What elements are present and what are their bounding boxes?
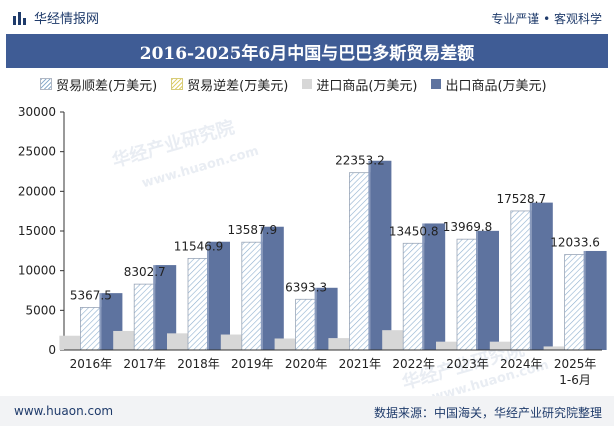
- data-label: 6393.3: [285, 280, 327, 294]
- bar-import[interactable]: [543, 346, 565, 350]
- top-bar: 华经情报网 专业严谨 • 客观科学: [0, 0, 614, 34]
- bar-export-edge: [368, 160, 371, 350]
- x-tick-label: 2018年: [177, 357, 220, 371]
- surplus-swatch-icon: [40, 78, 52, 90]
- bar-export[interactable]: [155, 265, 177, 350]
- y-tick-label: 25000: [18, 145, 56, 159]
- bar-chart-logo-icon: [13, 11, 26, 25]
- bar-export-edge: [207, 241, 209, 350]
- y-tick-label: 10000: [18, 264, 56, 278]
- data-label: 13587.9: [227, 223, 277, 237]
- y-tick-label: 30000: [18, 105, 56, 119]
- bar-import[interactable]: [167, 333, 188, 350]
- bar-import[interactable]: [220, 334, 242, 350]
- bar-export[interactable]: [262, 226, 284, 350]
- chart-area: 0 5000 10000 15000 20000 25000 30000 5367.5 830…: [0, 96, 614, 392]
- x-tick-label: 2023年: [446, 357, 489, 371]
- bar-surplus[interactable]: [510, 210, 533, 351]
- y-tick-label: 15000: [18, 224, 56, 238]
- data-label: 8302.7: [124, 265, 166, 279]
- legend-item-deficit[interactable]: 贸易逆差(万美元): [171, 74, 288, 94]
- footer: www.huaon.com 数据来源：中国海关，华经产业研究院整理: [0, 396, 614, 426]
- x-tick-label: 2017年: [123, 357, 166, 371]
- bar-import[interactable]: [113, 330, 135, 350]
- bar-export[interactable]: [209, 241, 230, 350]
- data-label: 13450.8: [389, 224, 439, 238]
- legend-item-import[interactable]: 进口商品(万美元): [302, 74, 417, 94]
- bar-export-edge: [260, 226, 263, 350]
- bar-surplus[interactable]: [402, 242, 425, 351]
- bar-export-edge: [476, 230, 478, 350]
- x-tick-label: 2021年: [339, 357, 382, 371]
- x-tick-label: 2024年: [500, 357, 543, 371]
- legend-item-surplus[interactable]: 贸易顺差(万美元): [40, 74, 157, 94]
- footer-website[interactable]: www.huaon.com: [14, 404, 114, 418]
- bar-surplus[interactable]: [133, 283, 156, 351]
- footer-source: 数据来源：中国海关，华经产业研究院整理: [373, 406, 602, 420]
- data-label: 12033.6: [550, 236, 600, 250]
- bar-export-edge: [153, 265, 156, 350]
- legend-label-import: 进口商品(万美元): [316, 78, 418, 94]
- bar-surplus[interactable]: [187, 257, 210, 351]
- bar-surplus[interactable]: [564, 254, 586, 351]
- bar-surplus[interactable]: [348, 172, 371, 351]
- x-tick-label: 2025年: [554, 357, 597, 371]
- import-swatch-icon: [302, 79, 313, 89]
- bar-surplus[interactable]: [241, 241, 264, 351]
- data-label: 11546.9: [174, 239, 224, 253]
- legend: 贸易顺差(万美元) 贸易逆差(万美元) 进口商品(万美元) 出口商品(万美元): [40, 74, 610, 94]
- bar-surplus[interactable]: [295, 298, 318, 351]
- legend-label-export: 出口商品(万美元): [445, 78, 547, 94]
- tagline: 专业严谨 • 客观科学: [491, 12, 602, 26]
- bar-export[interactable]: [316, 287, 338, 350]
- bar-export-edge: [422, 223, 425, 350]
- x-tick-label: 1-6月: [559, 373, 591, 387]
- data-label: 13969.8: [443, 220, 493, 234]
- y-tick-label: 20000: [18, 184, 56, 198]
- data-label: 22353.2: [335, 154, 385, 168]
- legend-label-surplus: 贸易顺差(万美元): [56, 78, 158, 94]
- bar-export-edge: [314, 287, 317, 350]
- y-tick-label: 0: [48, 343, 56, 357]
- brand-name: 华经情报网: [34, 12, 100, 27]
- bar-import[interactable]: [328, 338, 350, 350]
- bar-import[interactable]: [274, 338, 296, 350]
- bar-chart: 0 5000 10000 15000 20000 25000 30000 5367.5 830…: [18, 105, 607, 387]
- x-tick-label: 2016年: [70, 357, 113, 371]
- brand[interactable]: 华经情报网: [12, 8, 99, 27]
- y-tick-label: 5000: [25, 303, 56, 317]
- bar-import[interactable]: [382, 330, 404, 350]
- data-label: 5367.5: [70, 288, 112, 302]
- bar-export-edge: [583, 250, 586, 350]
- x-tick-label: 2020年: [285, 357, 328, 371]
- bar-export[interactable]: [370, 160, 392, 350]
- legend-item-export[interactable]: 出口商品(万美元): [431, 74, 547, 94]
- chart-title: 2016-2025年6月中国与巴巴多斯贸易差额: [6, 34, 608, 68]
- bar-surplus[interactable]: [456, 238, 479, 351]
- bar-export-edge: [99, 293, 102, 350]
- data-label: 17528.7: [496, 192, 546, 206]
- bar-surplus[interactable]: [80, 307, 102, 351]
- export-swatch-icon: [431, 79, 442, 89]
- x-tick-label: 2022年: [392, 357, 435, 371]
- bar-export-edge: [529, 202, 532, 350]
- x-tick-label: 2019年: [231, 357, 274, 371]
- bar-export[interactable]: [424, 223, 446, 350]
- legend-label-deficit: 贸易逆差(万美元): [187, 78, 289, 94]
- bar-import[interactable]: [489, 341, 511, 350]
- bar-export[interactable]: [585, 250, 607, 350]
- deficit-swatch-icon: [171, 78, 184, 90]
- bar-import[interactable]: [436, 341, 457, 350]
- bar-export[interactable]: [478, 230, 499, 350]
- bar-export[interactable]: [531, 202, 553, 350]
- bar-import[interactable]: [59, 335, 81, 350]
